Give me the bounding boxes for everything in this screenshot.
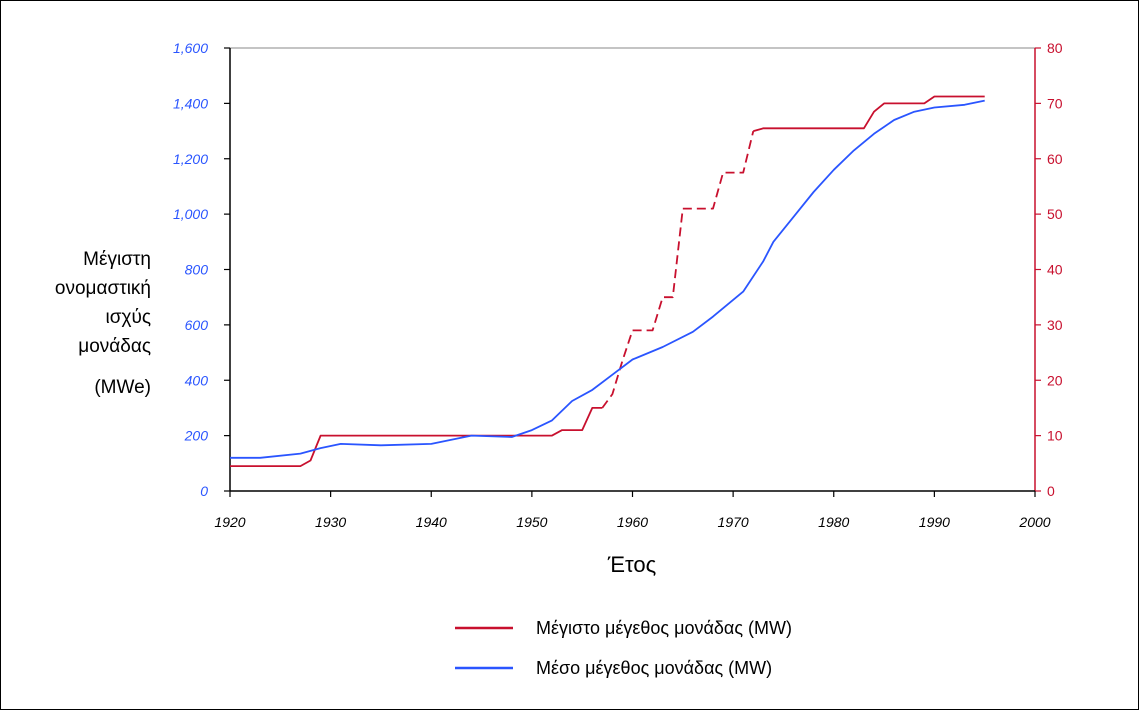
x-tick-label: 1980 [818,514,849,530]
y-left-tick-label: 1,600 [173,40,208,56]
y-axis-label-line: ονομαστική [55,278,151,299]
series-avg-line [230,99,985,459]
legend: Μέγιστο μέγεθος μονάδας (MW) Μέσο μέγεθο… [455,618,792,678]
y-left-tick-label: 1,200 [173,151,208,167]
y-left-tick-label: 400 [185,372,209,388]
x-axis-ticks: 1920 1930 1940 1950 1960 1970 1980 1990 2000 [214,491,1051,530]
x-tick-label: 1930 [315,514,346,530]
y-right-tick-label: 40 [1047,262,1063,278]
series-layer [230,95,985,467]
y-right-tick-label: 50 [1047,206,1063,222]
x-tick-label: 1960 [617,514,648,530]
y-left-tick-label: 200 [184,428,209,444]
y-left-tick-label: 0 [200,483,208,499]
y-axis-label: Μέγιστη ονομαστική ισχύς μονάδας (MWe) [55,249,151,398]
y-left-tick-label: 600 [185,317,209,333]
y-right-tick-label: 80 [1047,40,1063,56]
x-tick-label: 1940 [416,514,447,530]
y-axis-label-line: (MWe) [94,377,151,398]
y-axis-right-ticks: 0 10 20 30 40 50 60 70 80 [1035,40,1063,499]
y-left-tick-label: 1,000 [173,206,208,222]
series-max-line-solid-a [230,407,603,467]
series-max-line-dashed [601,130,755,409]
y-left-tick-label: 800 [185,262,209,278]
legend-label-max: Μέγιστο μέγεθος μονάδας (MW) [536,618,792,638]
y-right-tick-label: 10 [1047,428,1063,444]
series-max-line-solid-b [753,95,985,132]
y-right-tick-label: 60 [1047,151,1063,167]
x-tick-label: 1970 [718,514,749,530]
y-axis-left-ticks: 0 200 400 600 800 1,000 1,200 1,400 1,600 [173,40,230,499]
x-axis-label: Έτος [607,552,656,577]
legend-label-avg: Μέσο μέγεθος μονάδας (MW) [536,658,772,678]
x-tick-label: 1950 [516,514,547,530]
y-right-tick-label: 70 [1047,95,1063,111]
x-tick-label: 1990 [919,514,950,530]
x-tick-label: 2000 [1018,514,1050,530]
y-right-tick-label: 0 [1047,483,1055,499]
y-axis-label-line: μονάδας [78,336,151,357]
y-right-tick-label: 20 [1047,372,1063,388]
y-axis-label-line: Μέγιστη [83,249,151,270]
y-right-tick-label: 30 [1047,317,1063,333]
x-tick-label: 1920 [214,514,245,530]
y-left-tick-label: 1,400 [173,95,208,111]
y-axis-label-line: ισχύς [106,307,151,328]
plot-area [229,47,1036,492]
